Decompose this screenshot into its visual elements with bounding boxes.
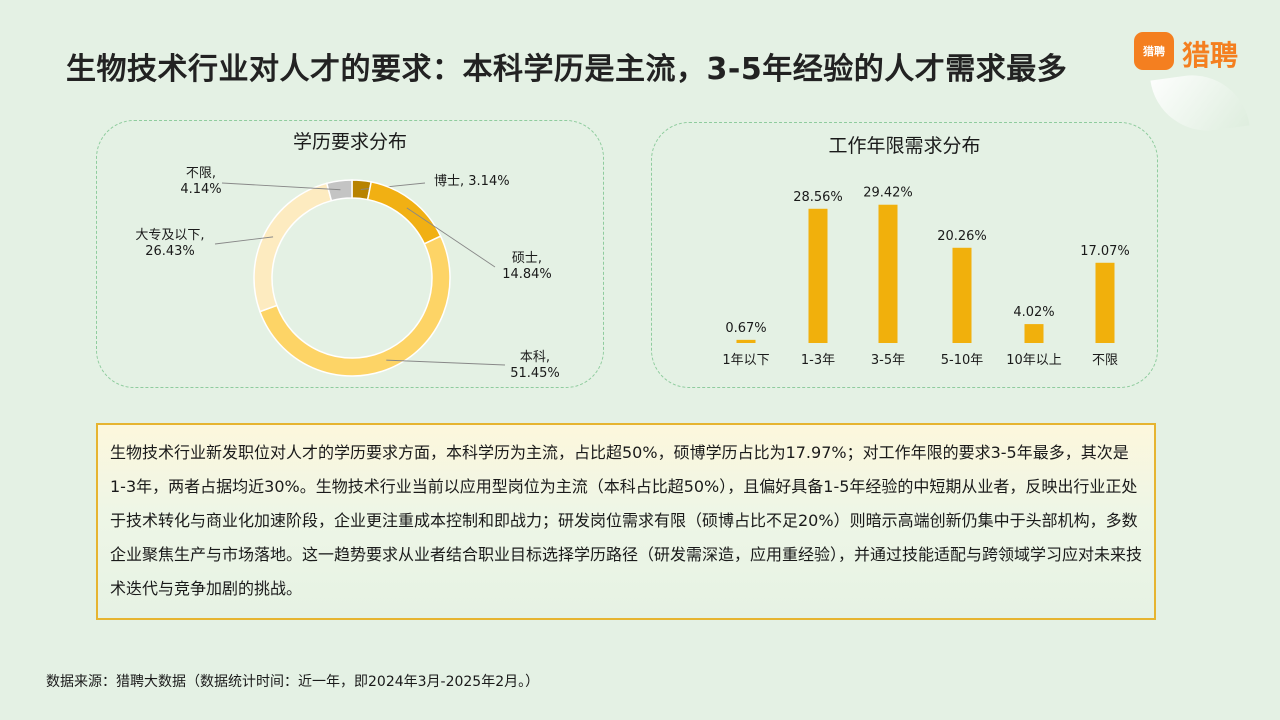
bar-category-label-0: 1年以下 (722, 353, 769, 368)
data-source-note: 数据来源：猎聘大数据（数据统计时间：近一年，即2024年3月-2025年2月。） (46, 674, 540, 690)
donut-label-4: 不限, 4.14% (180, 166, 221, 197)
bar-category-label-2: 3-5年 (871, 353, 905, 368)
bar-value-label-4: 4.02% (1013, 305, 1054, 320)
bar-category-label-4: 10年以上 (1006, 353, 1062, 368)
bar-value-label-1: 28.56% (793, 190, 843, 205)
bar-value-label-0: 0.67% (725, 321, 766, 336)
page-title: 生物技术行业对人才的要求：本科学历是主流，3-5年经验的人才需求最多 (66, 52, 1068, 87)
bar-category-label-5: 不限 (1092, 353, 1118, 368)
education-donut-chart: 博士, 3.14% 硕士, 14.84% 本科, 51.45% 大专及以下, 26.43% 不… (135, 166, 560, 381)
donut-slice-4 (325, 179, 353, 202)
logo-badge-text: 猎聘 (1143, 45, 1165, 58)
leaf-decoration (1150, 67, 1250, 139)
bar-value-label-5: 17.07% (1080, 244, 1130, 259)
bar-category-label-3: 5-10年 (941, 353, 984, 368)
donut-leader-line-1 (406, 207, 496, 268)
donut-label-1: 硕士, 14.84% (502, 251, 552, 282)
education-chart-panel: 学历要求分布 博士, 3.14% 硕士, 14.84% 本科, 51.45% 大专及以下,… (96, 120, 604, 388)
bar-2 (878, 204, 898, 343)
bar-0 (736, 339, 756, 343)
donut-label-0: 博士, 3.14% (434, 174, 510, 189)
summary-text-box: 生物技术行业新发职位对人才的学历要求方面，本科学历为主流，占比超50%，硕博学历… (96, 423, 1156, 620)
bar-3 (952, 247, 972, 343)
donut-leader-line-4 (221, 182, 341, 191)
bar-value-label-2: 29.42% (863, 186, 913, 201)
donut-leader-line-3 (214, 236, 274, 245)
donut-label-3: 大专及以下, 26.43% (135, 228, 204, 259)
donut-slice-2 (258, 235, 451, 377)
bar-category-label-1: 1-3年 (801, 353, 835, 368)
bar-value-label-3: 20.26% (937, 229, 987, 244)
logo-text: 猎聘 (1182, 39, 1239, 72)
experience-chart-panel: 工作年限需求分布 0.67% 1年以下 28.56% 1-3年 29.42% 3-5年 20… (651, 122, 1158, 388)
donut-slice-1 (366, 181, 442, 245)
education-chart-title: 学历要求分布 (292, 131, 407, 153)
bar-5 (1095, 262, 1115, 343)
liepin-logo: 猎聘 猎聘 (1134, 32, 1254, 139)
donut-label-2: 本科, 51.45% (510, 350, 560, 381)
bar-4 (1024, 324, 1044, 343)
logo-badge-icon: 猎聘 (1134, 32, 1174, 70)
donut-slice-3 (253, 182, 333, 313)
donut-leader-line-2 (386, 359, 506, 366)
experience-bar-chart: 0.67% 1年以下 28.56% 1-3年 29.42% 3-5年 20.26% 5-10年… (722, 186, 1130, 368)
bar-1 (808, 208, 828, 343)
experience-chart-title: 工作年限需求分布 (828, 135, 981, 157)
